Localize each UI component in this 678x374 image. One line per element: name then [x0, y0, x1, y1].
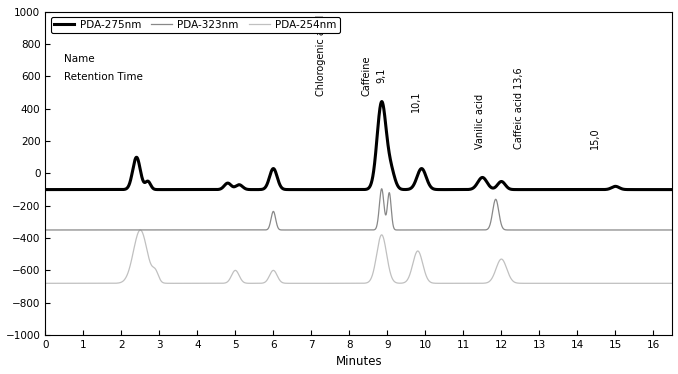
Text: Caffeine: Caffeine: [361, 55, 372, 96]
Legend: PDA-275nm, PDA-323nm, PDA-254nm: PDA-275nm, PDA-323nm, PDA-254nm: [50, 17, 340, 33]
Text: Name: Name: [64, 54, 95, 64]
Text: Vanilic acid: Vanilic acid: [475, 94, 485, 149]
Text: Caffeic acid 13,6: Caffeic acid 13,6: [513, 68, 523, 149]
Text: 10,1: 10,1: [411, 91, 421, 112]
Text: Chlorogenic acid: Chlorogenic acid: [316, 15, 326, 96]
Text: 9,1: 9,1: [377, 68, 386, 83]
X-axis label: Minutes: Minutes: [336, 355, 382, 368]
Text: Retention Time: Retention Time: [64, 72, 143, 82]
Text: 15,0: 15,0: [590, 128, 599, 149]
